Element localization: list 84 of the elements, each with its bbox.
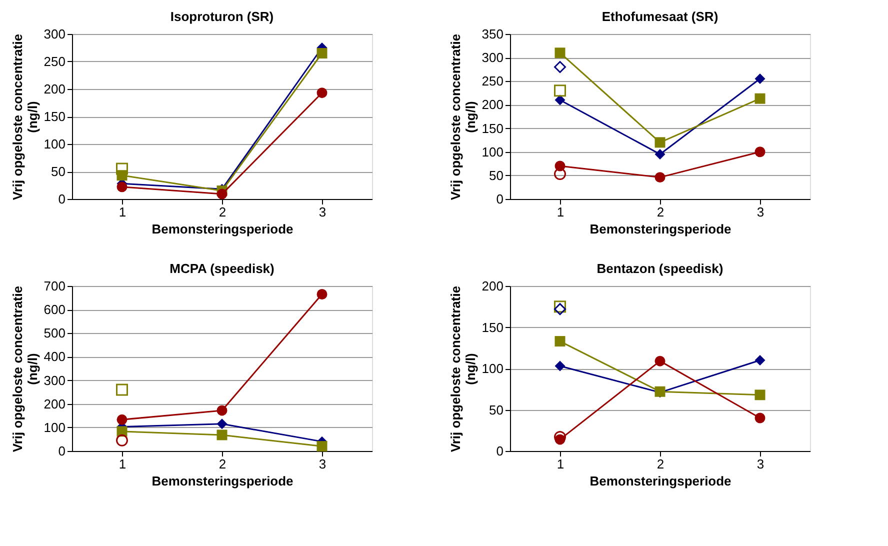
y-tick-label: 50 — [489, 402, 504, 418]
y-axis-title: Vrij opgeloste concentratie (ng/l) — [10, 286, 40, 452]
y-tick-label: 200 — [44, 82, 66, 96]
point — [554, 360, 566, 372]
point — [116, 414, 128, 425]
point — [116, 182, 128, 192]
point — [316, 88, 328, 98]
point — [654, 172, 666, 183]
chart-title: MCPA (speedisk) — [170, 261, 274, 276]
point — [316, 48, 328, 58]
chart-title: Isoproturon (SR) — [170, 9, 274, 24]
y-tick-label: 50 — [489, 168, 504, 183]
y-tick-label: 100 — [44, 136, 66, 152]
y-tick-label: 700 — [44, 278, 66, 294]
x-tick-label: 2 — [656, 204, 664, 220]
y-tick-label: 50 — [51, 164, 66, 179]
x-tick-label: 2 — [218, 204, 226, 220]
x-tick-label: 3 — [318, 456, 326, 472]
x-axis-title: Bemonsteringsperiode — [590, 222, 732, 236]
y-tick-label: 350 — [482, 26, 504, 42]
point — [216, 188, 228, 200]
point — [316, 289, 328, 300]
y-tick-label: 0 — [496, 444, 504, 458]
y-tick-label: 250 — [44, 54, 66, 69]
y-tick-label: 200 — [482, 278, 504, 294]
point — [554, 94, 566, 106]
x-axis-title: Bemonsteringsperiode — [152, 222, 294, 236]
y-tick-label: 400 — [44, 349, 66, 364]
y-tick-label: 150 — [482, 320, 504, 335]
y-axis-title: Vrij opgeloste concentratie (ng/l) — [10, 34, 40, 200]
point — [754, 412, 766, 424]
y-tick-label: 0 — [58, 444, 66, 458]
x-axis-title: Bemonsteringsperiode — [152, 474, 294, 488]
x-tick-label: 3 — [756, 456, 764, 472]
x-tick-label: 1 — [118, 204, 126, 220]
point — [654, 137, 666, 148]
point — [216, 430, 228, 440]
point — [554, 303, 566, 316]
x-tick-label: 3 — [318, 204, 326, 220]
y-tick-label: 150 — [482, 120, 504, 136]
point — [754, 355, 766, 366]
y-tick-label: 600 — [44, 302, 66, 318]
point — [754, 146, 766, 158]
x-tick-label: 1 — [118, 456, 126, 472]
y-tick-label: 100 — [482, 361, 504, 376]
x-tick-label: 2 — [218, 456, 226, 472]
point — [554, 84, 566, 97]
x-tick-label: 1 — [556, 456, 564, 472]
point — [654, 356, 666, 366]
y-axis-title: Vrij opgeloste concentratie (ng/l) — [448, 34, 478, 200]
y-tick-label: 500 — [44, 326, 66, 341]
y-tick-label: 100 — [44, 420, 66, 435]
y-tick-label: 150 — [44, 109, 66, 124]
y-tick-label: 0 — [496, 192, 504, 206]
x-axis-title: Bemonsteringsperiode — [590, 474, 732, 488]
point — [316, 441, 328, 452]
y-tick-label: 300 — [482, 50, 504, 66]
point — [116, 162, 128, 175]
point — [554, 336, 566, 347]
y-tick-label: 0 — [58, 192, 66, 206]
point — [554, 168, 566, 180]
point — [554, 48, 566, 58]
y-axis-title: Vrij opgeloste concentratie (ng/l) — [448, 286, 478, 452]
chart-title: Bentazon (speedisk) — [596, 261, 724, 276]
point — [754, 74, 766, 84]
y-tick-label: 200 — [482, 97, 504, 112]
y-tick-label: 200 — [44, 396, 66, 412]
point — [116, 384, 128, 396]
chart-title: Ethofumesaat (SR) — [602, 9, 718, 24]
point — [216, 418, 228, 430]
x-tick-label: 2 — [656, 456, 664, 472]
point — [754, 390, 766, 400]
y-tick-label: 250 — [482, 74, 504, 89]
y-tick-label: 300 — [44, 372, 66, 388]
point — [216, 405, 228, 416]
y-tick-label: 300 — [44, 26, 66, 42]
point — [554, 300, 566, 313]
point — [654, 148, 666, 160]
point — [754, 93, 766, 104]
y-tick-label: 100 — [482, 144, 504, 160]
point — [116, 434, 128, 446]
point — [554, 61, 566, 73]
x-tick-label: 3 — [756, 204, 764, 220]
x-tick-label: 1 — [556, 204, 564, 220]
